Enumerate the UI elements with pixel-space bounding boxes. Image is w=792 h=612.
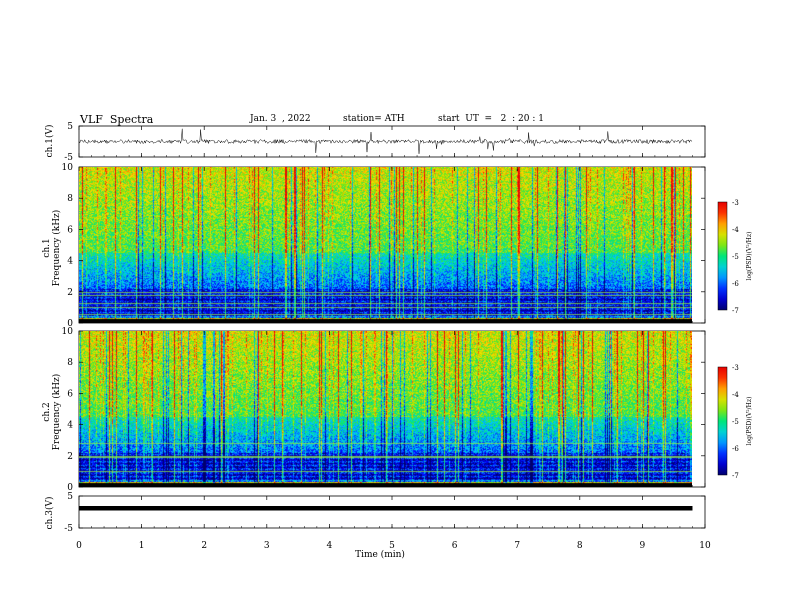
- ch2-spectrogram-colorbar-tick-1: -4: [732, 391, 739, 399]
- ch2-spectrogram-colorbar: [717, 366, 728, 476]
- ch2-spectrogram-ytick-4: 8: [67, 358, 73, 368]
- station-label: station= ATH: [343, 114, 405, 124]
- ch2-spectrogram-ytick-0: 0: [67, 483, 73, 493]
- ch3-waveform-frame: [78, 495, 706, 529]
- ch1-spectrogram-ytick-5: 10: [62, 163, 74, 173]
- x-tick-label-1: 1: [139, 541, 145, 551]
- ch2-spectrogram-ytick-3: 6: [67, 389, 73, 399]
- ch2-spectrogram-colorbar-label: log(PSD)(V²/Hz): [746, 397, 753, 446]
- x-tick-label-7: 7: [514, 541, 520, 551]
- ch3-waveform-line: [79, 506, 693, 511]
- ch1-spectrogram-colorbar-tick-0: -3: [732, 199, 739, 207]
- ch1-spectrogram-image: [79, 167, 692, 323]
- ch1-spectrogram-colorbar-label: log(PSD)(V²/Hz): [746, 232, 753, 281]
- x-tick-label-10: 10: [699, 541, 711, 551]
- ch1-spectrogram-colorbar-tick-1: -4: [732, 226, 739, 234]
- x-tick-label-2: 2: [201, 541, 207, 551]
- ch1-spectrogram-ytick-0: 0: [67, 319, 73, 329]
- ch2-spectrogram-image: [79, 331, 692, 487]
- ch3-waveform-ytick-1: -5: [64, 524, 73, 534]
- x-axis-label: Time (min): [355, 550, 405, 560]
- date-label: Jan. 3 , 2022: [250, 114, 311, 124]
- ch2-spectrogram-ytick-2: 4: [67, 421, 73, 431]
- ch2-spectrogram-colorbar-tick-2: -5: [732, 418, 739, 426]
- ch1-waveform-line: [78, 128, 693, 154]
- ch1-waveform-ytick-0: 5: [67, 122, 73, 132]
- ch1-waveform-ytick-1: -5: [64, 153, 73, 163]
- ch1-spectrogram-ytick-4: 8: [67, 194, 73, 204]
- x-tick-label-6: 6: [452, 541, 458, 551]
- x-tick-label-9: 9: [640, 541, 646, 551]
- x-tick-label-5: 5: [389, 541, 395, 551]
- ch1-spectrogram-colorbar: [717, 201, 728, 311]
- ch1-spectrogram-colorbar-tick-2: -5: [732, 253, 739, 261]
- ch1-spectrogram-ytick-1: 2: [67, 288, 73, 298]
- ch2-spectrogram-ytick-5: 10: [62, 327, 74, 337]
- ch2-spectrogram-colorbar-tick-4: -7: [732, 472, 739, 480]
- x-tick-label-0: 0: [76, 541, 82, 551]
- x-tick-label-4: 4: [327, 541, 333, 551]
- chart-title: VLF Spectra: [80, 113, 154, 126]
- x-tick-label-8: 8: [577, 541, 583, 551]
- x-tick-label-3: 3: [264, 541, 270, 551]
- ch2-spectrogram-colorbar-tick-0: -3: [732, 364, 739, 372]
- ch3-waveform-ytick-0: 5: [67, 492, 73, 502]
- ch1-spectrogram-ytick-3: 6: [67, 225, 73, 235]
- ch1-spectrogram-ytick-2: 4: [67, 257, 73, 267]
- ch1-spectrogram-colorbar-tick-3: -6: [732, 280, 739, 288]
- ch2-spectrogram-ytick-1: 2: [67, 452, 73, 462]
- ch1-spectrogram-colorbar-tick-4: -7: [732, 307, 739, 315]
- start-time-label: start UT = 2 : 20 : 1: [438, 114, 544, 124]
- ch2-spectrogram-colorbar-tick-3: -6: [732, 445, 739, 453]
